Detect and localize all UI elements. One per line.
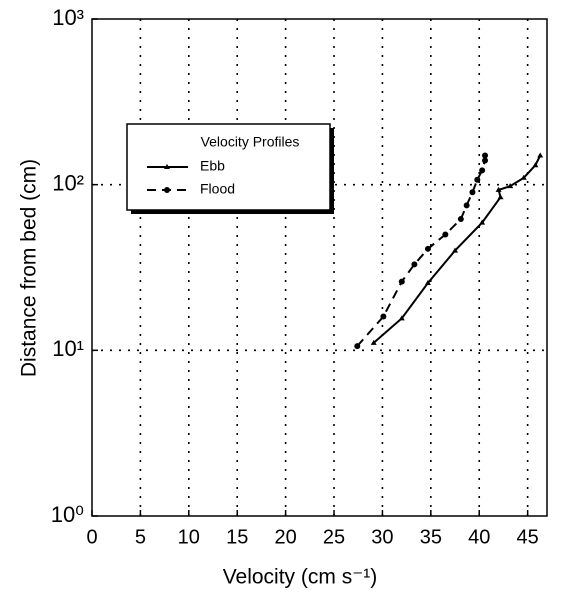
x-tick-label: 20	[274, 526, 296, 548]
marker	[457, 216, 464, 223]
marker	[452, 247, 459, 253]
plot-frame	[91, 18, 548, 517]
legend: Velocity Profiles Ebb Flood	[126, 123, 334, 214]
legend-label: Ebb	[200, 158, 225, 174]
legend-label: Flood	[200, 181, 235, 197]
marker	[398, 278, 405, 285]
y-tick-label: 10²	[52, 170, 84, 195]
x-tick-label: 40	[468, 526, 490, 548]
y-tick-label: 10⁰	[51, 502, 84, 527]
marker	[442, 231, 449, 238]
marker	[497, 194, 504, 200]
y-axis-title: Distance from bed (cm)	[18, 159, 41, 377]
x-tick-label: 45	[517, 526, 539, 548]
marker	[479, 167, 486, 174]
marker	[380, 313, 387, 320]
x-tick-label: 15	[226, 526, 248, 548]
series-line	[356, 155, 487, 347]
x-tick-label: 10	[178, 526, 200, 548]
marker	[463, 202, 470, 209]
series-line	[373, 155, 542, 344]
marker	[537, 152, 544, 158]
marker	[474, 176, 481, 183]
x-axis-title: Velocity (cm s⁻¹)	[223, 566, 378, 589]
x-tick-label: 5	[135, 526, 146, 548]
y-tick-label: 10¹	[52, 336, 84, 361]
marker	[479, 219, 486, 225]
marker	[495, 186, 502, 192]
marker	[482, 152, 489, 159]
marker	[354, 343, 361, 350]
marker	[482, 157, 489, 164]
x-tick-label: 35	[420, 526, 442, 548]
x-tick-label: 25	[323, 526, 345, 548]
marker	[164, 187, 170, 193]
marker	[532, 162, 539, 168]
marker	[507, 183, 514, 189]
marker	[424, 245, 431, 252]
marker	[424, 279, 431, 285]
marker	[520, 174, 527, 180]
x-tick-label: 0	[86, 526, 97, 548]
marker	[370, 339, 377, 345]
marker	[398, 315, 405, 321]
y-tick-label: 10³	[52, 5, 84, 30]
x-tick-label: 30	[371, 526, 393, 548]
legend-title: Velocity Profiles	[201, 134, 300, 150]
marker	[411, 261, 418, 268]
marker	[164, 164, 170, 169]
marker	[469, 189, 476, 196]
